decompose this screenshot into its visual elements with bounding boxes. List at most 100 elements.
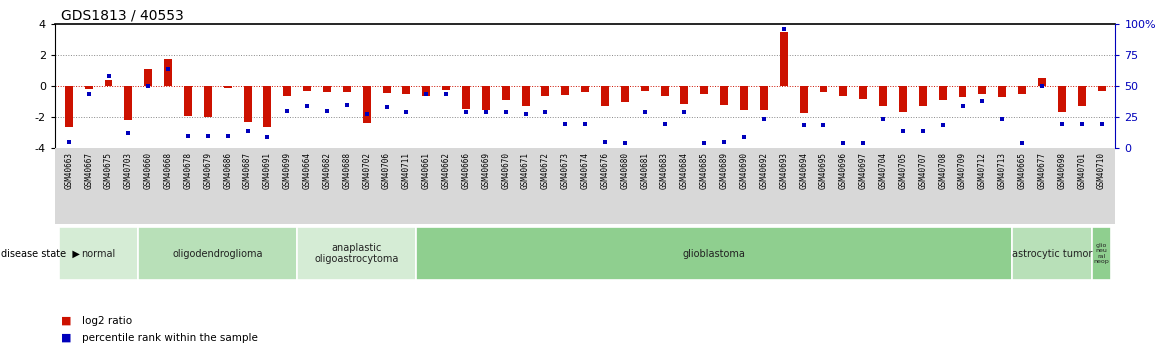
Text: GSM40664: GSM40664 [303, 152, 312, 189]
Text: GSM40687: GSM40687 [243, 152, 252, 189]
Bar [416, 227, 1013, 280]
Text: log2 ratio: log2 ratio [82, 316, 132, 326]
Bar [145, 69, 152, 86]
Bar [1018, 86, 1026, 94]
Bar [264, 86, 271, 127]
Bar [244, 86, 251, 122]
Bar [383, 86, 390, 93]
Text: GSM40697: GSM40697 [858, 152, 868, 189]
Bar [185, 86, 192, 116]
Bar [165, 59, 172, 86]
Text: GSM40695: GSM40695 [819, 152, 828, 189]
Bar [860, 86, 867, 99]
Bar [1058, 86, 1065, 112]
Bar [641, 86, 648, 91]
Bar [443, 86, 450, 90]
Bar [542, 86, 549, 96]
Bar [800, 86, 807, 114]
Text: oligodendroglioma: oligodendroglioma [173, 249, 263, 258]
Bar [482, 86, 489, 110]
Bar [760, 86, 767, 110]
Text: GSM40692: GSM40692 [759, 152, 769, 189]
Text: GSM40669: GSM40669 [481, 152, 491, 189]
Bar [1078, 86, 1085, 106]
Text: glio
neu
ral
neop: glio neu ral neop [1093, 243, 1110, 264]
Bar [661, 86, 668, 96]
Bar [58, 227, 138, 280]
Text: GSM40711: GSM40711 [402, 152, 411, 189]
Bar [939, 86, 946, 100]
Text: GSM40688: GSM40688 [342, 152, 352, 189]
Bar [343, 86, 350, 92]
Text: GSM40673: GSM40673 [561, 152, 570, 189]
Bar [780, 32, 787, 86]
Text: GSM40698: GSM40698 [1057, 152, 1066, 189]
Text: GSM40685: GSM40685 [700, 152, 709, 189]
Bar [1013, 227, 1092, 280]
Bar [899, 86, 906, 112]
Bar [880, 86, 887, 106]
Text: GSM40670: GSM40670 [501, 152, 510, 189]
Text: GSM40666: GSM40666 [461, 152, 471, 189]
Bar [1092, 227, 1112, 280]
Text: anaplastic
oligoastrocytoma: anaplastic oligoastrocytoma [314, 243, 399, 264]
Text: GSM40662: GSM40662 [442, 152, 451, 189]
Text: GSM40671: GSM40671 [521, 152, 530, 189]
Text: GSM40696: GSM40696 [839, 152, 848, 189]
Text: GSM40677: GSM40677 [1037, 152, 1047, 189]
Text: GSM40705: GSM40705 [898, 152, 908, 189]
Bar [403, 86, 410, 94]
Bar [959, 86, 966, 97]
Bar [65, 86, 72, 127]
Text: glioblastoma: glioblastoma [683, 249, 745, 258]
Text: GSM40682: GSM40682 [322, 152, 332, 189]
Bar [681, 86, 688, 104]
Text: GSM40660: GSM40660 [144, 152, 153, 189]
Text: GSM40703: GSM40703 [124, 152, 133, 189]
Text: percentile rank within the sample: percentile rank within the sample [82, 333, 258, 343]
Text: GSM40689: GSM40689 [719, 152, 729, 189]
Bar [224, 86, 231, 88]
Text: GSM40665: GSM40665 [1017, 152, 1027, 189]
Text: GSM40702: GSM40702 [362, 152, 371, 189]
Text: disease state  ▶: disease state ▶ [1, 249, 81, 258]
Text: GSM40674: GSM40674 [580, 152, 590, 189]
Text: GSM40701: GSM40701 [1077, 152, 1086, 189]
Text: GSM40699: GSM40699 [283, 152, 292, 189]
Bar [138, 227, 297, 280]
Text: normal: normal [82, 249, 116, 258]
Bar [522, 86, 529, 106]
Text: GSM40679: GSM40679 [203, 152, 213, 189]
Text: GDS1813 / 40553: GDS1813 / 40553 [61, 8, 183, 22]
Text: GSM40710: GSM40710 [1097, 152, 1106, 189]
Bar [919, 86, 926, 106]
Text: GSM40712: GSM40712 [978, 152, 987, 189]
Text: GSM40707: GSM40707 [918, 152, 927, 189]
Bar [701, 86, 708, 94]
Bar [820, 86, 827, 92]
Text: GSM40713: GSM40713 [997, 152, 1007, 189]
Text: GSM40686: GSM40686 [223, 152, 232, 189]
Bar [1098, 86, 1105, 91]
Text: GSM40680: GSM40680 [620, 152, 630, 189]
Text: GSM40678: GSM40678 [183, 152, 193, 189]
Text: GSM40661: GSM40661 [422, 152, 431, 189]
Text: GSM40663: GSM40663 [64, 152, 74, 189]
Text: GSM40675: GSM40675 [104, 152, 113, 189]
Text: GSM40684: GSM40684 [680, 152, 689, 189]
Text: GSM40709: GSM40709 [958, 152, 967, 189]
Text: GSM40676: GSM40676 [600, 152, 610, 189]
Bar [602, 86, 609, 106]
Bar [999, 86, 1006, 97]
Bar [1038, 79, 1045, 86]
Bar [840, 86, 847, 96]
Bar [463, 86, 470, 109]
Text: astrocytic tumor: astrocytic tumor [1011, 249, 1092, 258]
Bar [423, 86, 430, 96]
Text: GSM40683: GSM40683 [660, 152, 669, 189]
Text: GSM40690: GSM40690 [739, 152, 749, 189]
Text: GSM40694: GSM40694 [799, 152, 808, 189]
Bar [324, 86, 331, 92]
Bar [204, 86, 211, 117]
Text: GSM40708: GSM40708 [938, 152, 947, 189]
